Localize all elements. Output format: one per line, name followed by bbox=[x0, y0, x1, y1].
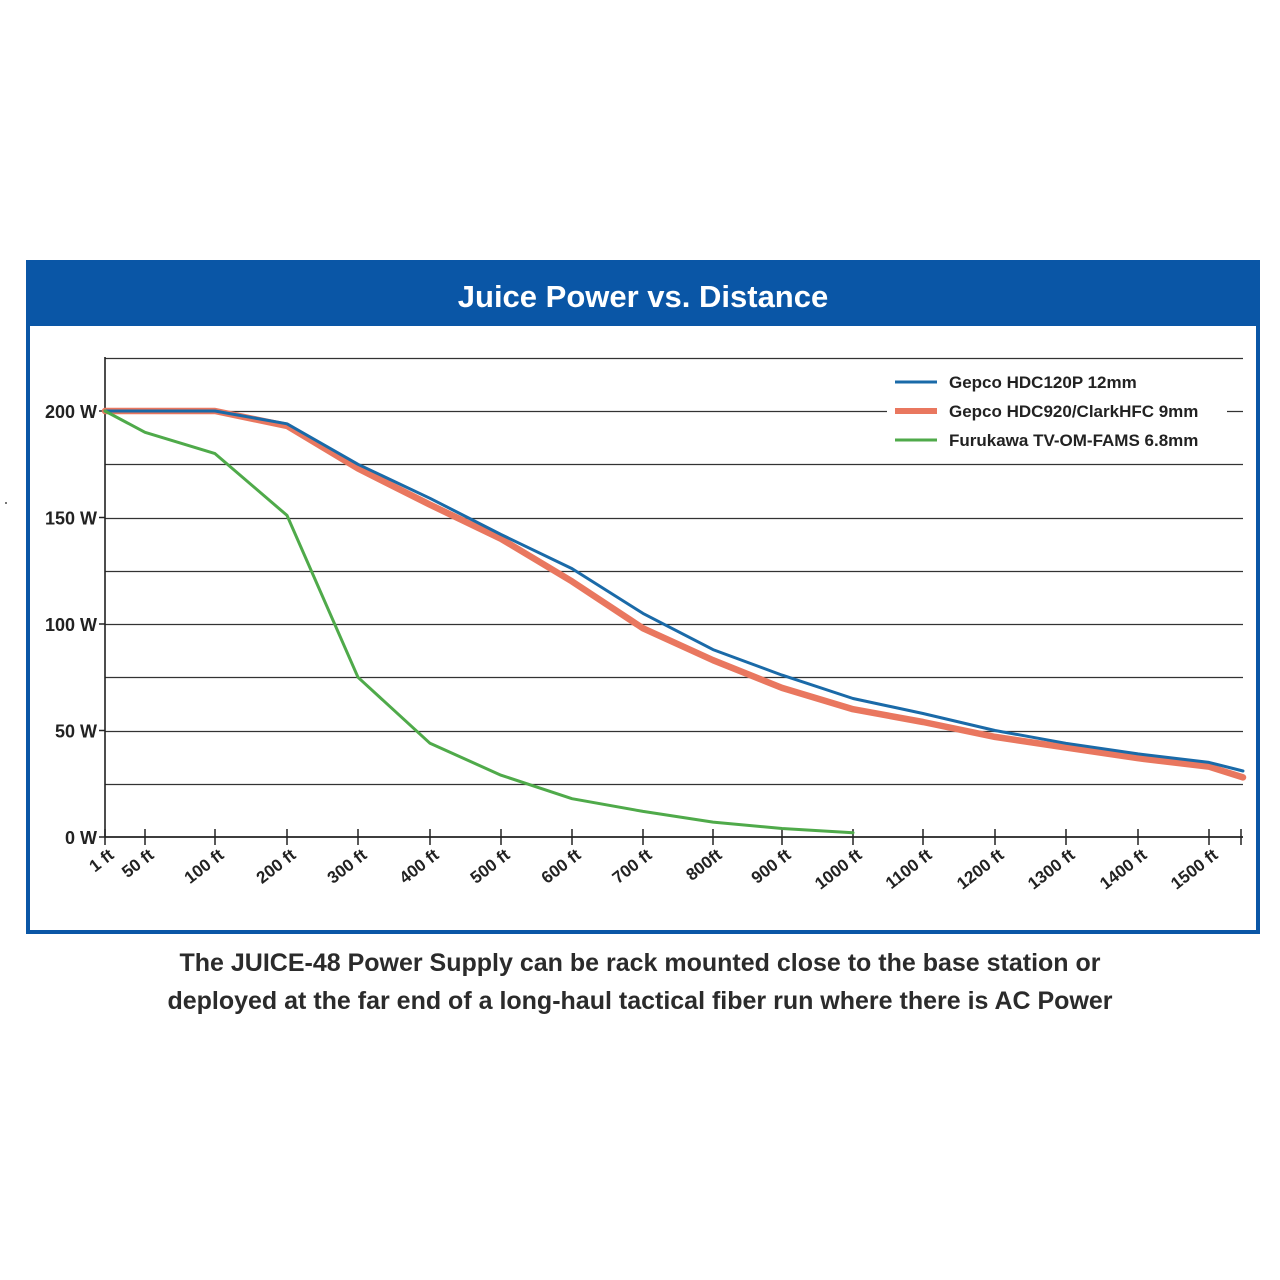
y-tick-label: 200 W bbox=[45, 402, 97, 422]
x-tick-label: 900 ft bbox=[748, 845, 795, 888]
x-tick-label: 1500 ft bbox=[1167, 845, 1221, 893]
caption-line-1: The JUICE-48 Power Supply can be rack mo… bbox=[179, 949, 1101, 977]
series-line bbox=[103, 409, 855, 835]
x-tick-label: 400 ft bbox=[396, 845, 443, 888]
series-line bbox=[103, 409, 1245, 773]
x-tick-label: 700 ft bbox=[609, 845, 656, 888]
legend-label: Gepco HDC120P 12mm bbox=[949, 373, 1137, 392]
x-tick-label: 600 ft bbox=[538, 845, 585, 888]
x-tick-label: 1100 ft bbox=[882, 845, 936, 893]
y-tick-label: 50 W bbox=[55, 722, 97, 742]
y-tick-label: 150 W bbox=[45, 509, 97, 529]
x-tick-label: 1000 ft bbox=[811, 845, 865, 893]
series-line bbox=[101, 407, 1247, 781]
x-tick-label: 500 ft bbox=[467, 845, 514, 888]
y-tick-label: 0 W bbox=[65, 828, 97, 848]
caption-line-2: deployed at the far end of a long-haul t… bbox=[167, 987, 1113, 1015]
legend-label: Furukawa TV-OM-FAMS 6.8mm bbox=[949, 431, 1198, 450]
y-tick-label: 100 W bbox=[45, 615, 97, 635]
caption: The JUICE-48 Power Supply can be rack mo… bbox=[40, 944, 1240, 1020]
x-tick-label: 1400 ft bbox=[1096, 845, 1150, 893]
x-tick-label: 1 ft bbox=[86, 845, 118, 876]
plot-area: 0 W 50 W 100 W 150 W 200 W 1 ft 50 ft 100 ft 200… bbox=[45, 357, 1247, 893]
x-tick-label: 100 ft bbox=[181, 845, 228, 888]
chart-frame: Juice Power vs. Distance 0 W 50 W 100 W 150… bbox=[26, 260, 1260, 934]
x-tick-label: 200 ft bbox=[253, 845, 300, 888]
x-tick-label: 300 ft bbox=[324, 845, 371, 888]
chart-title: Juice Power vs. Distance bbox=[30, 264, 1256, 326]
legend-box bbox=[887, 362, 1227, 450]
x-tick-label: 800ft bbox=[682, 845, 725, 885]
x-tick-label: 50 ft bbox=[118, 845, 158, 882]
x-tick-label: 1200 ft bbox=[953, 845, 1007, 893]
x-tick-label: 1300 ft bbox=[1024, 845, 1078, 893]
legend-label: Gepco HDC920/ClarkHFC 9mm bbox=[949, 402, 1198, 421]
stray-dot bbox=[5, 502, 7, 504]
